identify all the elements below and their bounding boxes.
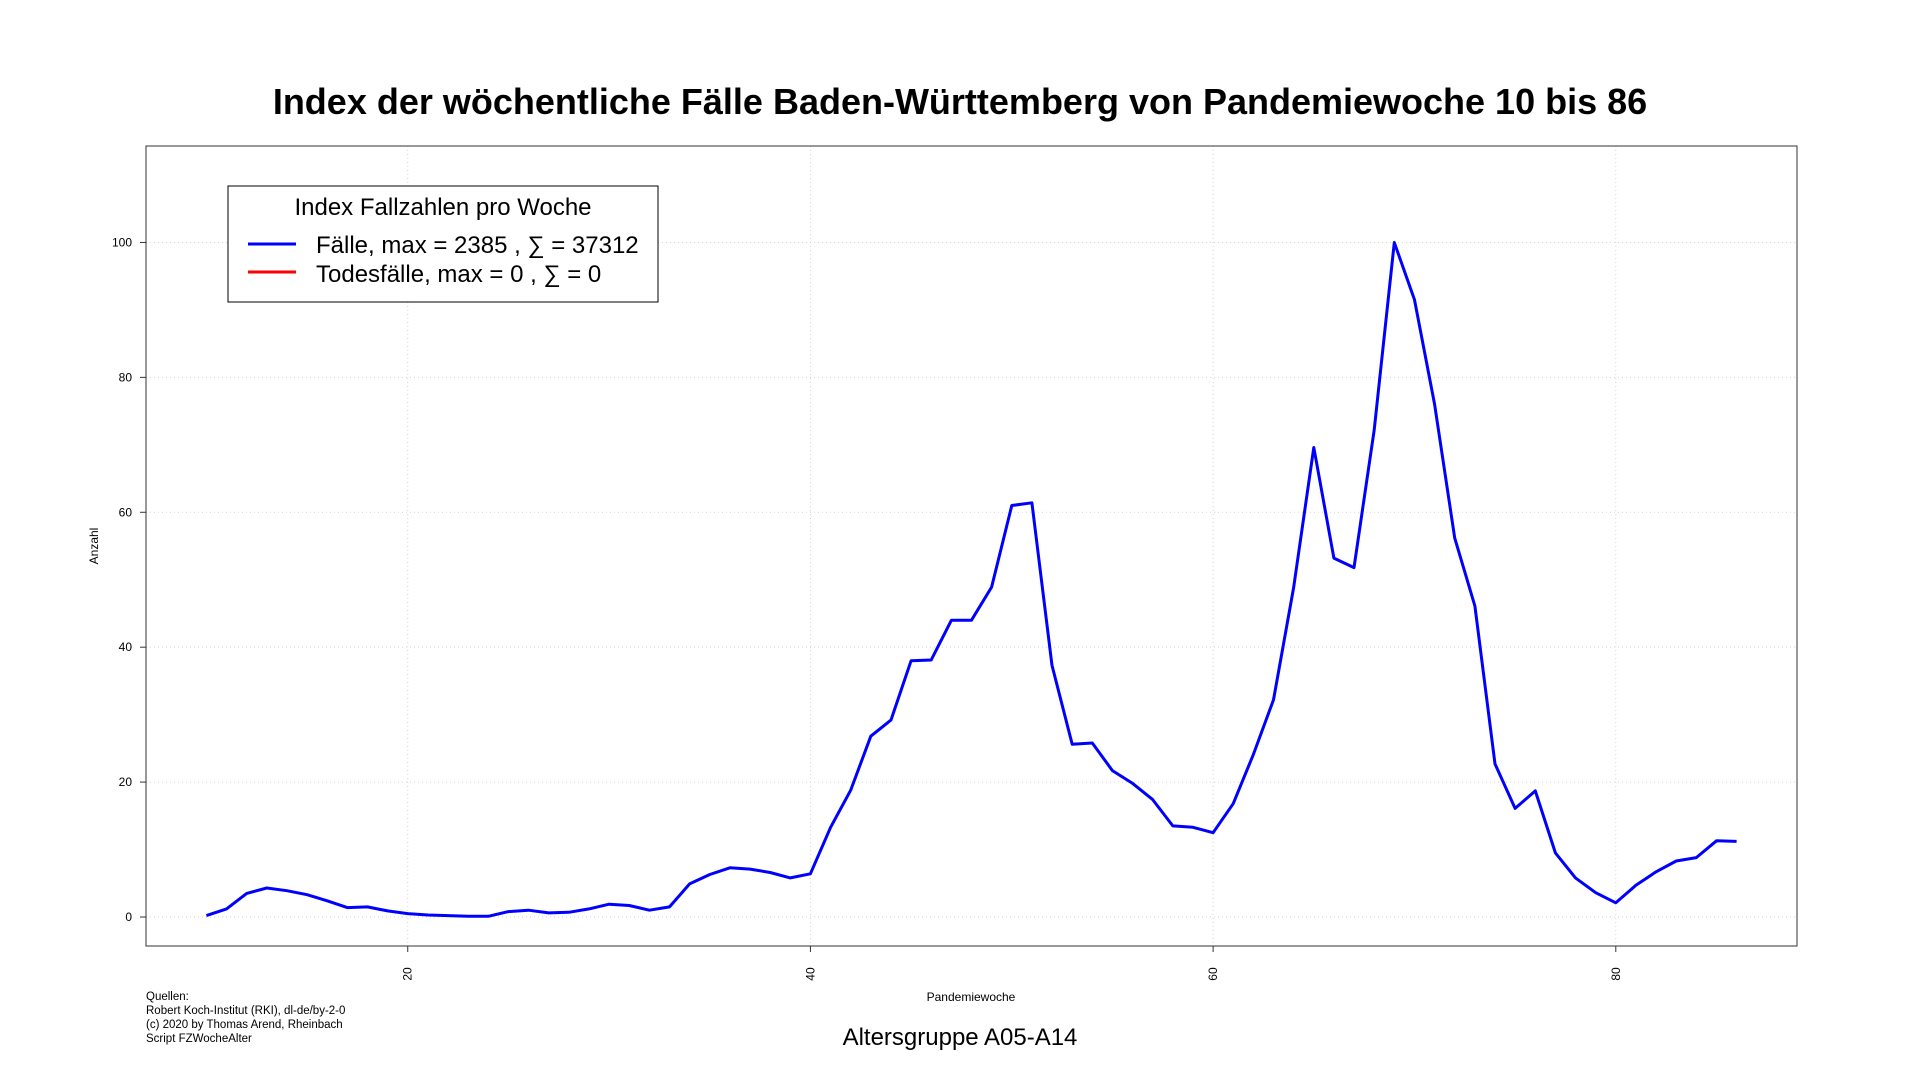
y-axis-label: Anzahl (87, 528, 101, 565)
y-tick-label: 0 (125, 910, 132, 924)
x-axis: 20 40 60 80 (401, 946, 1623, 981)
source-line: Quellen: (146, 991, 189, 1003)
y-tick-label: 40 (119, 640, 133, 654)
grid (146, 146, 1797, 946)
y-tick-label: 100 (112, 235, 132, 249)
source-note: Quellen: Robert Koch-Institut (RKI), dl-… (146, 990, 345, 1046)
legend-label-cases: Fälle, max = 2385 , ∑ = 37312 (316, 232, 639, 259)
x-axis-label: Pandemiewoche (927, 990, 1016, 1004)
x-tick-label: 80 (1609, 967, 1623, 981)
y-tick-label: 60 (119, 505, 133, 519)
x-tick-label: 60 (1206, 967, 1220, 981)
y-axis: 0 20 40 60 80 100 (112, 235, 146, 924)
chart-title: Index der wöchentliche Fälle Baden-Württ… (273, 81, 1647, 122)
y-tick-label: 20 (119, 775, 133, 789)
source-line: Robert Koch-Institut (RKI), dl-de/by-2-0 (146, 1005, 346, 1017)
legend-label-deaths: Todesfälle, max = 0 , ∑ = 0 (316, 261, 601, 288)
source-line: (c) 2020 by Thomas Arend, Rheinbach (146, 1019, 343, 1031)
chart-subtitle: Altersgruppe A05-A14 (842, 1024, 1078, 1051)
series-line-fälle (205, 241, 1737, 918)
y-tick-label: 80 (119, 370, 133, 384)
plot-frame (145, 145, 1798, 947)
x-tick-label: 20 (401, 967, 415, 981)
source-line: Script FZWocheAlter (146, 1033, 252, 1045)
series-group (205, 241, 1737, 918)
x-tick-label: 40 (803, 967, 817, 981)
legend: Index Fallzahlen pro Woche Fälle, max = … (227, 185, 659, 303)
legend-title: Index Fallzahlen pro Woche (294, 194, 591, 221)
legend-box (227, 185, 659, 303)
